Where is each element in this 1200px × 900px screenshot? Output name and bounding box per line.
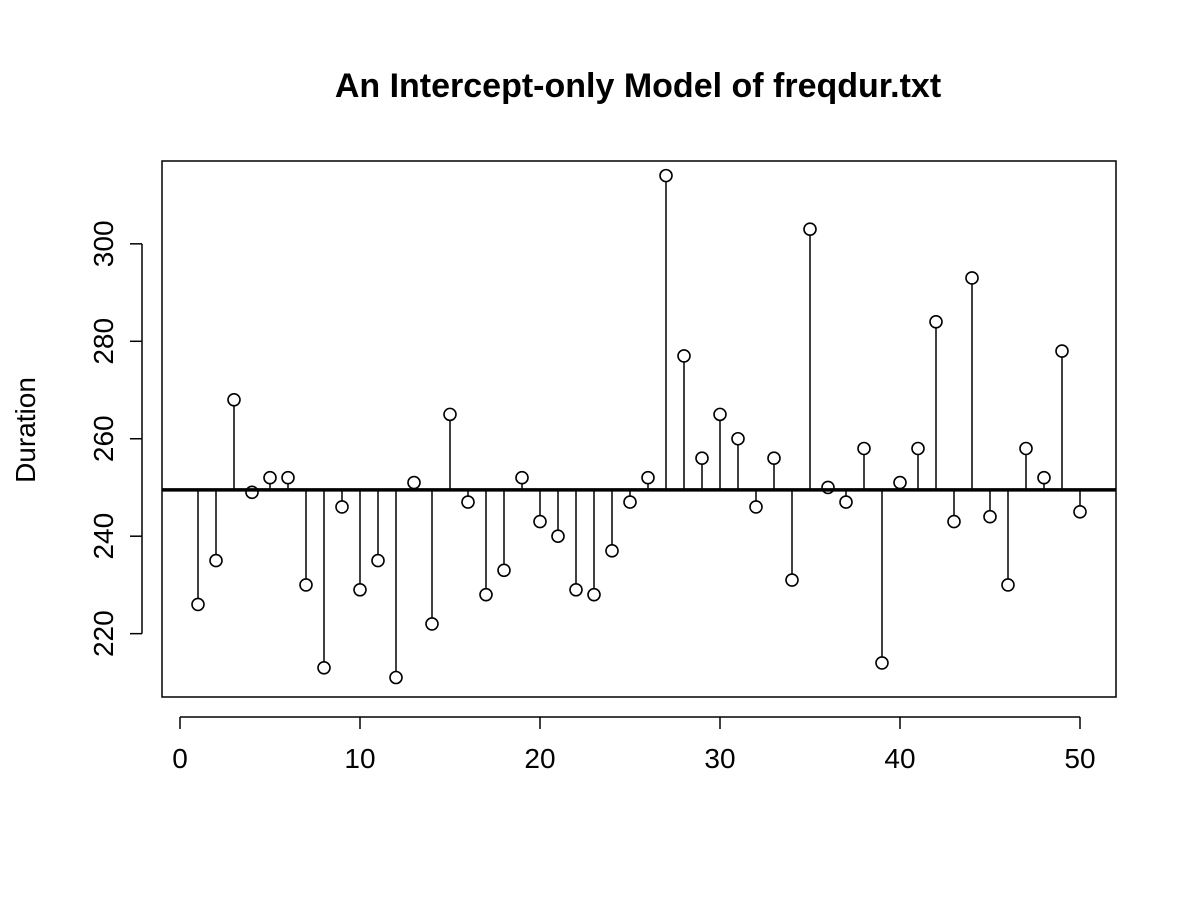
data-point <box>479 587 493 602</box>
data-point <box>371 553 385 568</box>
plot-frame <box>161 160 1117 698</box>
data-point <box>929 314 943 329</box>
x-tick-label: 10 <box>344 743 375 774</box>
data-point <box>641 470 655 485</box>
x-tick-label: 50 <box>1064 743 1095 774</box>
data-point <box>1055 344 1069 358</box>
data-point <box>605 544 619 558</box>
data-point <box>533 514 547 529</box>
data-point <box>803 222 817 237</box>
y-tick-label: 300 <box>88 220 119 267</box>
data-point <box>1073 505 1087 519</box>
data-point <box>821 480 835 495</box>
data-point <box>623 495 637 509</box>
data-point <box>569 582 583 597</box>
data-point <box>677 349 691 363</box>
data-point <box>515 470 529 485</box>
data-point <box>875 656 889 670</box>
chart-title: An Intercept-only Model of freqdur.txt <box>335 67 941 105</box>
data-point <box>353 582 367 597</box>
data-point <box>983 509 997 524</box>
data-point <box>389 670 403 685</box>
data-point <box>1019 441 1033 456</box>
data-point <box>497 563 511 578</box>
data-point <box>1037 470 1051 485</box>
x-tick-label: 30 <box>704 743 735 774</box>
data-point <box>767 451 781 466</box>
data-point <box>695 451 709 466</box>
data-point <box>245 485 259 500</box>
data-point <box>1001 578 1015 592</box>
data-point <box>425 617 439 631</box>
data-point <box>965 271 979 285</box>
x-tick-label: 40 <box>884 743 915 774</box>
data-point <box>281 470 295 485</box>
data-point <box>317 660 331 675</box>
data-point <box>659 168 673 183</box>
data-point <box>299 578 313 592</box>
data-point <box>209 553 223 568</box>
data-point <box>857 441 871 456</box>
data-point <box>947 514 961 529</box>
data-point <box>227 392 241 407</box>
data-point <box>893 475 907 490</box>
data-point <box>587 587 601 602</box>
x-tick-label: 0 <box>172 743 188 774</box>
y-axis-label: Duration <box>10 377 41 483</box>
data-point <box>551 529 565 544</box>
data-point <box>839 495 853 509</box>
data-point <box>731 431 745 446</box>
data-point <box>263 470 277 485</box>
data-point <box>911 441 925 456</box>
data-point <box>191 597 205 612</box>
y-tick-label: 220 <box>88 610 119 657</box>
y-tick-label: 240 <box>88 513 119 560</box>
data-point <box>461 495 475 509</box>
plot-area: 0 10 20 30 40 50 220 240 260 280 300 <box>88 160 1117 774</box>
y-tick-label: 280 <box>88 318 119 365</box>
data-point <box>407 475 421 490</box>
data-point <box>443 407 457 422</box>
data-point <box>749 500 763 514</box>
data-point <box>713 407 727 422</box>
data-point <box>785 573 799 587</box>
y-tick-label: 260 <box>88 415 119 462</box>
data-point <box>335 500 349 514</box>
x-tick-label: 20 <box>524 743 555 774</box>
